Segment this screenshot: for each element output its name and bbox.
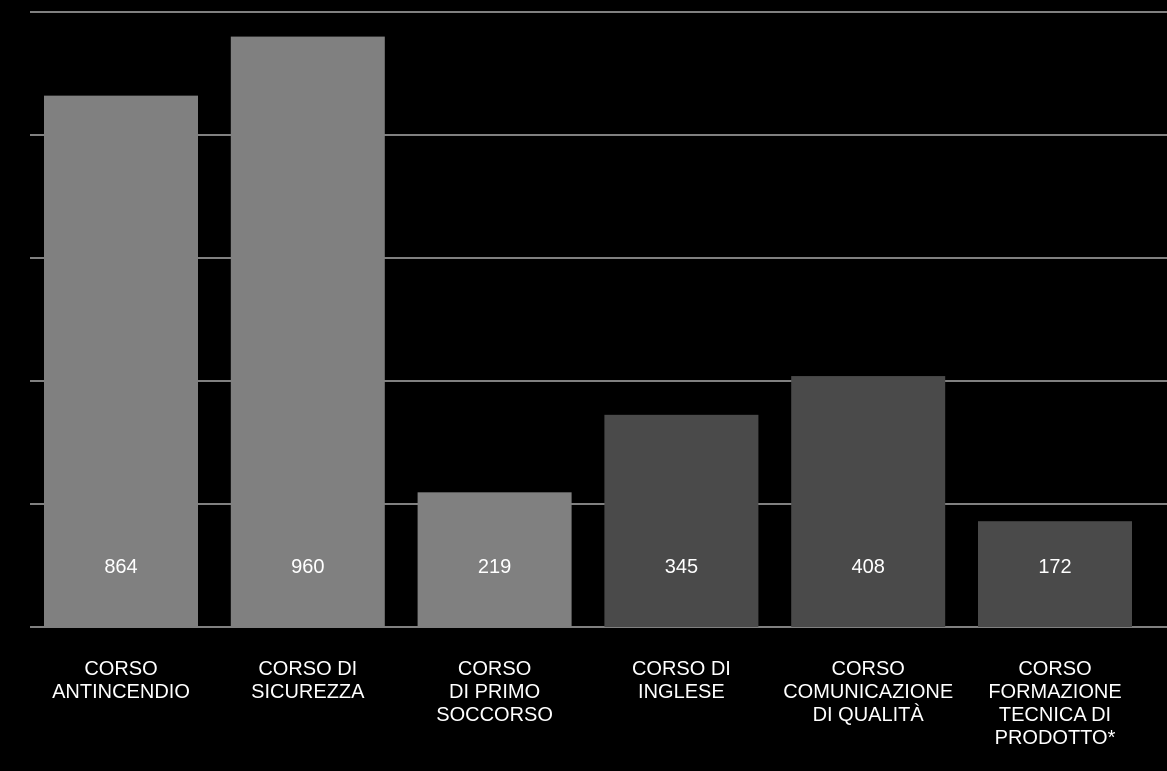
bar-value-label: 864	[104, 556, 137, 578]
bar-value-label: 960	[291, 556, 324, 578]
bar-value-label: 172	[1038, 556, 1071, 578]
category-label: CORSO FORMAZIONE TECNICA DI PRODOTTO*	[988, 658, 1122, 749]
value-labels: 864 960 219 345 408 172	[104, 556, 1071, 578]
bar	[44, 95, 198, 627]
bar-value-label: 345	[665, 556, 698, 578]
gridlines	[30, 11, 1167, 628]
bar-value-label: 408	[852, 556, 885, 578]
bar	[791, 376, 946, 627]
bar	[417, 492, 572, 627]
category-label: CORSO DI INGLESE	[631, 658, 731, 703]
bar-value-label: 219	[478, 556, 511, 578]
category-label: CORSO ANTINCENDIO	[52, 658, 190, 703]
category-label: CORSO DI PRIMO SOCCORSO	[436, 658, 553, 726]
bar	[978, 521, 1132, 627]
category-label: CORSO DI SICUREZZA	[251, 658, 365, 703]
bars	[44, 36, 1132, 628]
bar	[230, 36, 385, 628]
category-label: CORSO COMUNICAZIONE DI QUALITÀ	[783, 658, 954, 726]
bar	[604, 414, 759, 627]
